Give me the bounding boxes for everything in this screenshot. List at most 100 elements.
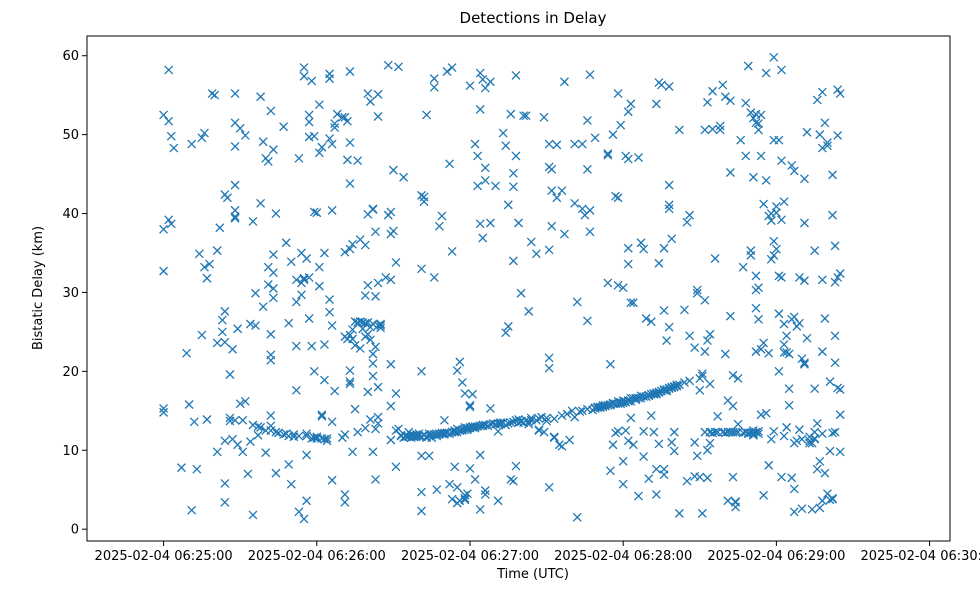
- data-point: [577, 204, 587, 214]
- data-point: [217, 327, 227, 337]
- data-point: [654, 387, 664, 397]
- data-point: [797, 354, 807, 364]
- data-point: [697, 508, 707, 518]
- data-point: [271, 468, 281, 478]
- data-point: [164, 65, 174, 75]
- data-point: [371, 227, 380, 237]
- data-point: [373, 89, 383, 99]
- data-point: [220, 306, 230, 316]
- data-point: [268, 268, 278, 278]
- data-point: [159, 266, 169, 276]
- data-point: [386, 435, 396, 445]
- data-point: [327, 205, 337, 215]
- data-point: [572, 512, 582, 522]
- data-point: [314, 281, 324, 291]
- data-point: [225, 370, 235, 379]
- data-point: [756, 110, 766, 120]
- data-point: [475, 450, 485, 460]
- data-point: [508, 476, 518, 486]
- data-point: [733, 419, 743, 429]
- data-point: [202, 415, 212, 424]
- data-point: [266, 355, 276, 365]
- data-point: [166, 131, 176, 141]
- data-point: [383, 60, 393, 70]
- data-point: [690, 437, 700, 447]
- data-point: [605, 466, 615, 476]
- data-point: [284, 460, 294, 469]
- data-point: [526, 237, 536, 247]
- data-point: [664, 200, 674, 210]
- data-point: [603, 278, 613, 288]
- data-point: [557, 411, 567, 420]
- data-point: [493, 496, 503, 506]
- data-point: [692, 451, 702, 461]
- data-point: [825, 495, 835, 505]
- data-point: [493, 426, 503, 436]
- data-point: [268, 284, 278, 293]
- data-point: [794, 425, 804, 435]
- data-point: [164, 116, 174, 126]
- data-point: [371, 474, 380, 484]
- data-point: [695, 385, 705, 395]
- data-point: [570, 198, 580, 208]
- data-point: [317, 411, 327, 421]
- data-point: [478, 233, 488, 243]
- data-point: [386, 401, 396, 411]
- data-point: [187, 505, 197, 515]
- data-point: [833, 130, 843, 140]
- data-point: [417, 366, 426, 376]
- data-point: [309, 433, 319, 443]
- data-point: [299, 514, 309, 524]
- data-point: [728, 401, 738, 411]
- data-point: [761, 408, 771, 418]
- data-point: [784, 349, 794, 359]
- data-point: [700, 125, 710, 135]
- data-point: [230, 180, 240, 190]
- data-point: [363, 89, 373, 99]
- data-point: [751, 118, 761, 128]
- data-point: [256, 198, 266, 208]
- data-point: [835, 447, 845, 457]
- data-point: [810, 427, 820, 437]
- data-point: [220, 478, 230, 488]
- data-point: [682, 217, 692, 227]
- data-point: [363, 329, 373, 339]
- data-point: [539, 427, 549, 437]
- data-point: [212, 447, 222, 457]
- data-point: [761, 68, 771, 78]
- data-point: [271, 209, 281, 218]
- data-point: [411, 430, 421, 439]
- data-point: [761, 175, 771, 185]
- data-point: [286, 479, 296, 489]
- y-tick-label: 10: [62, 444, 79, 459]
- data-point: [674, 125, 684, 135]
- data-point: [751, 427, 761, 437]
- data-point: [828, 493, 838, 503]
- data-point: [626, 413, 636, 423]
- data-point: [651, 388, 661, 398]
- data-point: [766, 216, 776, 226]
- data-point: [534, 414, 544, 424]
- data-point: [702, 97, 712, 107]
- data-point: [646, 317, 656, 327]
- data-point: [465, 81, 475, 91]
- data-point: [450, 462, 460, 472]
- data-point: [621, 426, 631, 435]
- data-point: [299, 71, 309, 81]
- data-point: [470, 423, 480, 433]
- data-point: [376, 323, 386, 333]
- data-point: [184, 400, 194, 409]
- data-point: [340, 497, 350, 507]
- data-point: [235, 123, 245, 133]
- data-point: [779, 197, 789, 207]
- data-point: [394, 62, 403, 72]
- data-point: [386, 275, 396, 285]
- data-point: [521, 111, 531, 121]
- x-tick-label: 2025-02-04 06:28:00: [554, 549, 692, 564]
- data-point: [508, 182, 518, 192]
- data-point: [294, 507, 304, 517]
- data-point: [777, 215, 786, 225]
- data-point: [777, 65, 786, 75]
- data-point: [728, 472, 738, 482]
